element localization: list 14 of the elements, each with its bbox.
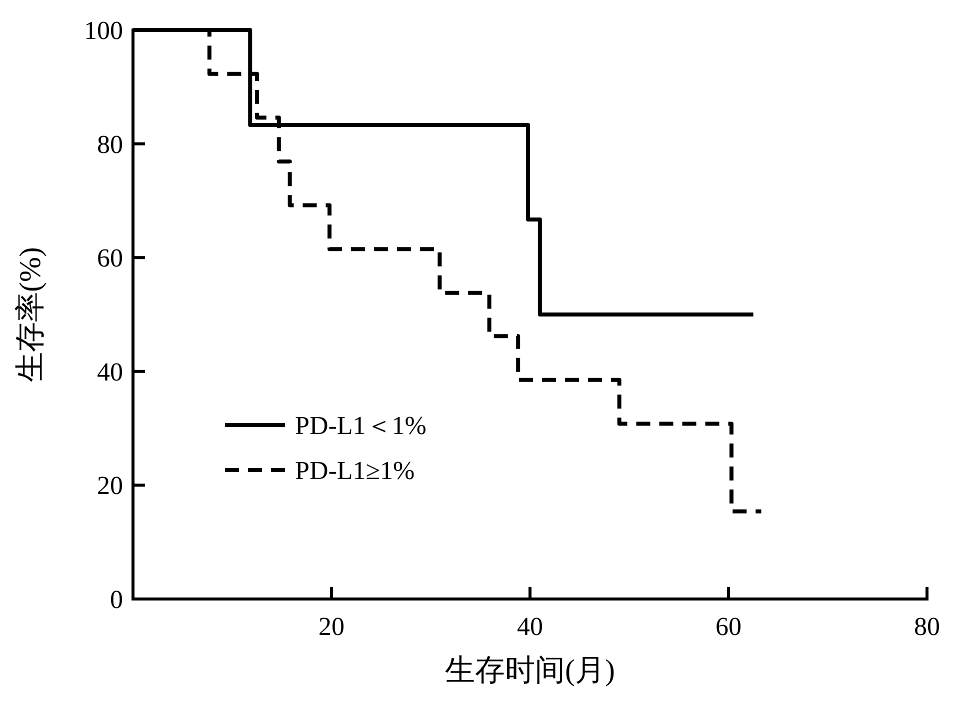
y-tick-label: 60 xyxy=(97,244,123,273)
y-tick-label: 40 xyxy=(97,357,123,386)
x-axis-title: 生存时间(月) xyxy=(445,654,615,687)
legend-label: PD-L1＜1% xyxy=(295,411,426,440)
y-tick-label: 80 xyxy=(97,130,123,159)
x-tick-label: 80 xyxy=(914,612,940,641)
x-tick-label: 60 xyxy=(716,612,742,641)
y-tick-label: 20 xyxy=(97,471,123,500)
legend-label: PD-L1≥1% xyxy=(295,456,415,485)
y-tick-label: 100 xyxy=(84,16,123,45)
x-tick-label: 20 xyxy=(318,612,344,641)
y-tick-label: 0 xyxy=(110,585,123,614)
x-tick-label: 40 xyxy=(517,612,543,641)
y-axis-title: 生存率(%) xyxy=(14,247,47,382)
